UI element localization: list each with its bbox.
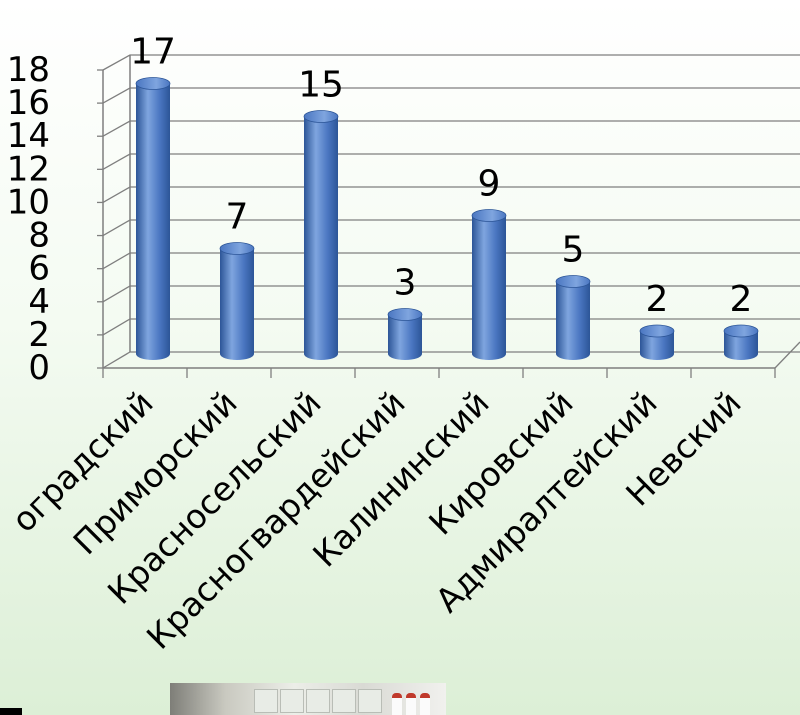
bar xyxy=(303,110,339,360)
bar-top xyxy=(135,77,171,90)
data-label: 17 xyxy=(130,32,176,73)
y-tick-label: 2 xyxy=(28,315,50,355)
y-tick-label: 16 xyxy=(7,83,50,123)
bar-top xyxy=(303,110,339,123)
data-label: 7 xyxy=(226,197,249,238)
y-tick-label: 12 xyxy=(7,149,50,189)
bar-body xyxy=(472,215,506,360)
grid-line xyxy=(102,186,800,204)
y-tick-label: 0 xyxy=(28,348,50,388)
glass-block xyxy=(280,689,304,713)
bar-body xyxy=(556,281,590,360)
data-label: 15 xyxy=(298,65,344,106)
floor-right-edge xyxy=(774,341,800,369)
bar-top xyxy=(639,324,675,338)
data-label: 5 xyxy=(562,230,585,271)
y-tick-label: 4 xyxy=(28,282,50,322)
data-label: 3 xyxy=(394,263,417,304)
y-tick-label: 10 xyxy=(7,182,50,222)
bar xyxy=(639,324,675,360)
bar xyxy=(387,308,423,360)
data-labels: 17 7 15 3 9 5 2 2 xyxy=(130,32,752,321)
bar-body xyxy=(304,116,338,360)
grid-line xyxy=(102,219,800,237)
bar xyxy=(219,242,255,360)
bar-body xyxy=(640,331,674,360)
y-tick-label: 8 xyxy=(28,216,50,256)
bar-top xyxy=(219,242,255,255)
grid-line xyxy=(102,318,800,336)
bar-top xyxy=(723,324,759,338)
glass-block xyxy=(254,689,278,713)
bar-body xyxy=(220,248,254,360)
grid-lines xyxy=(102,54,800,369)
bar-top xyxy=(387,308,423,321)
bottle xyxy=(406,693,416,715)
grid-line xyxy=(102,351,800,369)
bar-top xyxy=(471,209,507,222)
glass-block xyxy=(358,689,382,713)
y-tick-label: 6 xyxy=(28,249,50,289)
bottle xyxy=(392,693,402,715)
bar-body xyxy=(388,314,422,360)
bar xyxy=(555,275,591,360)
bar-body xyxy=(136,83,170,360)
y-tick-label: 18 xyxy=(7,50,50,90)
bar-body xyxy=(724,331,758,360)
black-bar xyxy=(0,708,22,715)
bar xyxy=(135,77,171,360)
grid-line xyxy=(102,285,800,303)
data-label: 9 xyxy=(478,164,501,205)
grid-line xyxy=(102,252,800,270)
y-tick-label: 14 xyxy=(7,116,50,156)
bar xyxy=(471,209,507,360)
data-label: 2 xyxy=(730,279,753,320)
bar xyxy=(723,324,759,360)
bottle xyxy=(420,693,430,715)
glass-block xyxy=(332,689,356,713)
x-axis-tick-labels: оградскийПриморскийКрасносельскийКрасног… xyxy=(4,383,749,657)
bars xyxy=(135,77,759,360)
glass-block xyxy=(306,689,330,713)
grid-line xyxy=(102,54,800,71)
grid-line xyxy=(102,153,800,170)
grid-line xyxy=(102,120,800,137)
axes xyxy=(97,55,800,378)
bar-top xyxy=(555,275,591,288)
grid-line xyxy=(102,87,800,104)
data-label: 2 xyxy=(646,279,669,320)
photo-thumbnail xyxy=(170,683,446,715)
